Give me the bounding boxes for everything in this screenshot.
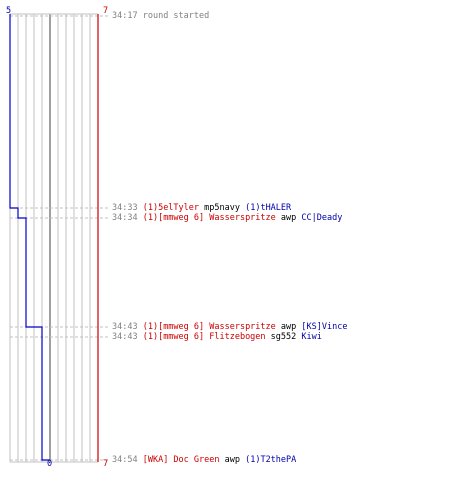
event-row: 34:54 [WKA] Doc Green awp (1)T2thePA — [112, 455, 296, 465]
event-row: 34:17 round started — [112, 11, 209, 21]
victim-name: [KS]Vince — [301, 322, 348, 332]
event-time: 34:34 — [112, 213, 138, 223]
victim-name: Kiwi — [301, 332, 322, 342]
killer-name: [WKA] Doc Green — [142, 455, 220, 465]
weapon-name: mp5navy — [204, 203, 240, 213]
victim-name: CC|Deady — [301, 213, 343, 223]
ct-start-count: 5 — [6, 6, 12, 16]
killer-name: (1)5elTyler — [142, 203, 200, 213]
event-row: 34:34 (1)[mmweg 6] Wasserspritze awp CC|… — [112, 213, 342, 223]
event-text: round started — [142, 11, 210, 21]
event-time: 34:17 — [112, 11, 138, 21]
event-row: 34:43 (1)[mmweg 6] Wasserspritze awp [KS… — [112, 322, 347, 332]
t-start-count: 7 — [103, 6, 109, 16]
victim-name: (1)T2thePA — [245, 455, 297, 465]
ct-alive-line — [9, 14, 50, 461]
killer-name: (1)[mmweg 6] Wasserspritze — [142, 322, 276, 332]
event-time: 34:33 — [112, 203, 138, 213]
event-row: 34:33 (1)5elTyler mp5navy (1)tHALER — [112, 203, 291, 213]
killer-name: (1)[mmweg 6] Flitzebogen — [142, 332, 266, 342]
t-end-count: 7 — [103, 459, 109, 469]
weapon-name: sg552 — [270, 332, 297, 342]
event-time: 34:43 — [112, 322, 138, 332]
victim-name: (1)tHALER — [245, 203, 292, 213]
weapon-name: awp — [280, 322, 297, 332]
event-row: 34:43 (1)[mmweg 6] Flitzebogen sg552 Kiw… — [112, 332, 322, 342]
player-grid — [9, 13, 99, 463]
event-time: 34:54 — [112, 455, 138, 465]
killer-name: (1)[mmweg 6] Wasserspritze — [142, 213, 276, 223]
ct-end-count: 0 — [47, 459, 53, 469]
event-time: 34:43 — [112, 332, 138, 342]
ct-step-line — [9, 14, 50, 461]
event-connectors — [10, 15, 110, 461]
weapon-name: awp — [224, 455, 240, 465]
weapon-name: awp — [280, 213, 297, 223]
